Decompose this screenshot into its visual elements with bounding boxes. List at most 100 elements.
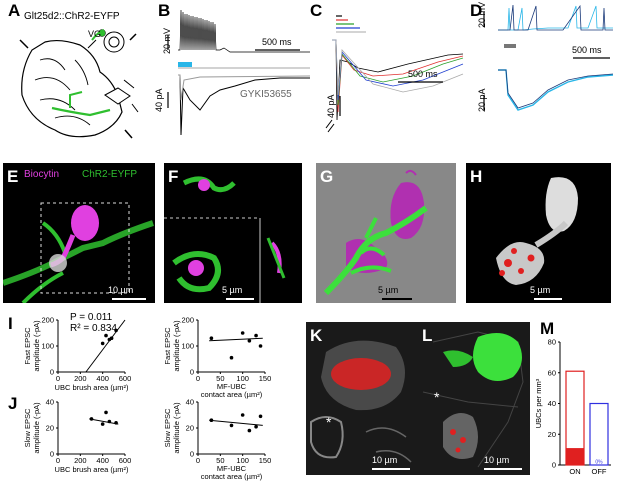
- x-tick-label: 150: [259, 374, 272, 383]
- panel-letter-m: M: [540, 319, 555, 338]
- panel-letter-i: I: [8, 314, 13, 333]
- chart-j-left: 0 200 400 600 0 20 40 UBC brush area (µm²) Slow …: [23, 398, 132, 475]
- data-point: [114, 328, 118, 333]
- panel-letter-l: L: [422, 326, 433, 345]
- bar-fill-on: [566, 448, 584, 465]
- x-axis-label: contact area (µm²): [201, 472, 263, 481]
- x-axis-label: contact area (µm²): [201, 390, 263, 399]
- data-point: [258, 344, 263, 348]
- bar-sublabel: 18%: [570, 443, 581, 449]
- x-axis-label: UBC brush area (µm²): [55, 465, 129, 474]
- panel-h-scale-label: 5 µm: [530, 285, 551, 295]
- x-tick-label: 0: [196, 456, 200, 465]
- x-tick-label: 50: [216, 374, 224, 383]
- bar-sublabel: 0%: [595, 460, 603, 466]
- y-axis-label-line2: amplitude (-pA): [32, 320, 41, 372]
- panel-b-scale-t: 500 ms: [262, 37, 292, 47]
- y-tick-label: 0: [50, 368, 54, 377]
- panel-d-traces: [483, 4, 614, 111]
- bar-off: [589, 402, 609, 466]
- panel-d-scale-t: 500 ms: [572, 45, 602, 55]
- panel-c-scale-t: 500 ms: [408, 69, 438, 79]
- x-tick-label: 150: [259, 456, 272, 465]
- panel-f-scalebar: [226, 298, 254, 300]
- x-tick-label: 200: [74, 374, 87, 383]
- x-tick-label: 600: [119, 456, 132, 465]
- panel-letter-j: J: [8, 394, 18, 413]
- y-tick-label: 0: [190, 450, 194, 459]
- panel-b-scale-v: 20 mV: [162, 27, 172, 54]
- y-tick-label: 0: [552, 461, 556, 470]
- x-tick-label: 200: [74, 456, 87, 465]
- panel-letter-a: A: [8, 1, 21, 20]
- data-point: [258, 414, 263, 419]
- x-tick-label: 0: [56, 374, 60, 383]
- x-tick-label: 50: [216, 456, 224, 465]
- panel-letter-e: E: [7, 167, 19, 186]
- y-axis-label-line2: amplitude (-pA): [172, 402, 181, 454]
- fit-line: [89, 418, 119, 425]
- panel-g-scalebar: [382, 298, 412, 300]
- panel-k-image: [306, 322, 418, 475]
- data-point: [100, 341, 105, 346]
- stat-p-value: P = 0.011: [70, 312, 113, 323]
- panel-e-image: [3, 163, 155, 303]
- panel-c-scale-i: 40 pA: [326, 94, 336, 118]
- panel-letter-h: H: [470, 167, 483, 186]
- x-tick-label: 600: [119, 374, 132, 383]
- x-axis-label: UBC brush area (µm²): [55, 383, 129, 392]
- data-point: [104, 333, 108, 338]
- x-tick-label: 0: [196, 374, 200, 383]
- y-axis-label-line1: Fast EPSC: [23, 327, 32, 365]
- panel-letter-g: G: [320, 167, 334, 186]
- x-tick-label: 100: [236, 456, 249, 465]
- panel-f-scale-label: 5 µm: [222, 285, 243, 295]
- chart-m: 0 20 40 60 80 UBCs per mm³ 18% ON 0%OFF: [534, 338, 611, 476]
- panel-d-scale-v: 20 mV: [477, 1, 487, 28]
- y-axis-label-line2: amplitude (-pA): [32, 402, 41, 454]
- y-axis-label-line1: Slow EPSC: [163, 408, 172, 447]
- y-tick-label: 20: [186, 424, 194, 433]
- x-tick-label: 400: [96, 374, 109, 383]
- panel-h-scalebar: [534, 298, 562, 300]
- stat-r-squared: R² = 0.834: [70, 323, 117, 334]
- panel-b-traces: [167, 9, 311, 136]
- cerebellum-schematic: [19, 29, 139, 139]
- y-tick-label: 80: [548, 338, 556, 347]
- panel-h-image: [466, 163, 611, 303]
- y-tick-label: 0: [50, 450, 54, 459]
- y-axis-label-line1: Slow EPSC: [23, 408, 32, 447]
- y-tick-label: 200: [41, 316, 54, 325]
- chart-i-right: 0 50 100 150 0 100 200 contact area (µm²)MF-UBC…: [163, 316, 272, 400]
- data-point: [209, 418, 214, 422]
- data-point: [109, 336, 114, 340]
- fit-line: [209, 337, 263, 342]
- data-point: [229, 355, 234, 360]
- category-label: OFF: [592, 467, 607, 476]
- panel-e-label-chr2: ChR2-EYFP: [82, 169, 138, 180]
- fit-line: [209, 419, 263, 426]
- data-point: [240, 413, 245, 417]
- panel-b-scale-i: 40 pA: [154, 88, 164, 112]
- y-tick-label: 200: [181, 316, 194, 325]
- panel-k-scalebar: [372, 468, 410, 470]
- fit-line: [85, 319, 126, 373]
- vg-label: VG: [88, 29, 102, 39]
- panel-k-asterisk: *: [326, 414, 332, 430]
- y-tick-label: 0: [190, 368, 194, 377]
- panel-letter-b: B: [158, 1, 171, 20]
- panel-l-scalebar: [484, 468, 522, 470]
- panel-d-scale-i: 20 pA: [477, 88, 487, 112]
- data-point: [100, 422, 105, 426]
- chart-j-right: 0 50 100 150 0 20 40 contact area (µm²)MF-UBC Sl…: [163, 398, 272, 482]
- panel-l-image: [418, 322, 530, 475]
- category-label: ON: [569, 467, 580, 476]
- panel-l-asterisk: *: [434, 389, 440, 405]
- panel-g-image: [316, 163, 456, 303]
- data-point: [229, 423, 234, 428]
- data-point: [247, 339, 252, 343]
- data-point: [254, 333, 258, 338]
- y-tick-label: 40: [186, 398, 194, 407]
- y-tick-label: 60: [548, 368, 556, 377]
- data-point: [254, 424, 258, 429]
